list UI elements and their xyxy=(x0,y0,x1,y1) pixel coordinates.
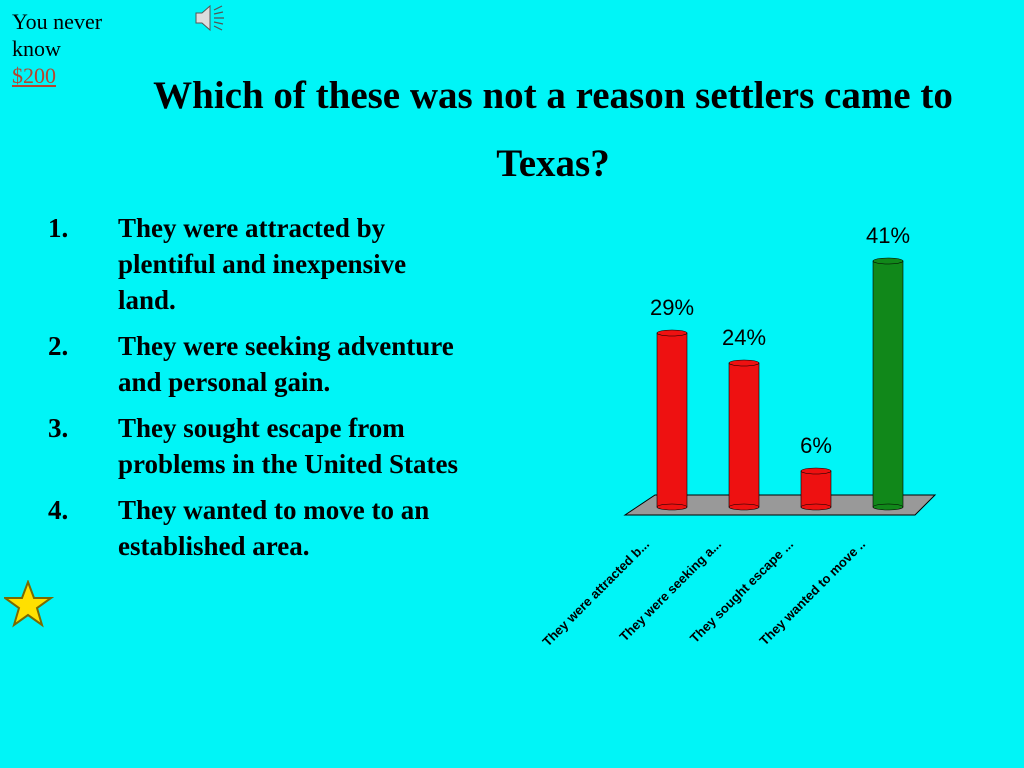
bar xyxy=(800,470,832,508)
value-label: 24% xyxy=(722,325,766,350)
answer-list: 1. They were attracted by plentiful and i… xyxy=(48,210,468,574)
answer-item: 3. They sought escape from problems in th… xyxy=(48,410,463,482)
item-number: 1. xyxy=(48,213,69,243)
bar xyxy=(872,260,904,508)
score-link[interactable]: $200 xyxy=(12,63,56,88)
answer-item: 1. They were attracted by plentiful and i… xyxy=(48,210,463,318)
item-text: They were seeking adventure and personal… xyxy=(118,331,454,397)
bar-base-cap xyxy=(728,503,760,511)
bar-base-cap xyxy=(800,503,832,511)
answer-item: 2. They were seeking adventure and person… xyxy=(48,328,463,400)
item-number: 2. xyxy=(48,331,69,361)
item-text: They sought escape from problems in the … xyxy=(118,413,459,479)
bar-top-cap xyxy=(800,467,832,475)
star-icon xyxy=(4,580,54,628)
item-number: 3. xyxy=(48,413,69,443)
corner-note: You never know $200 xyxy=(12,8,142,89)
value-label: 6% xyxy=(800,433,832,458)
value-label: 41% xyxy=(866,223,910,248)
bar xyxy=(656,332,688,508)
item-text: They were attracted by plentiful and ine… xyxy=(118,213,407,315)
corner-text: You never know xyxy=(12,9,103,61)
bar-base-cap xyxy=(656,503,688,511)
slide-title: Which of these was not a reason settlers… xyxy=(153,74,953,185)
bar-top-cap xyxy=(872,257,904,265)
value-label: 29% xyxy=(650,295,694,320)
chart-floor xyxy=(623,494,937,516)
bar-top-cap xyxy=(728,359,760,367)
item-number: 4. xyxy=(48,495,69,525)
bar-base-cap xyxy=(872,503,904,511)
answer-item: 4. They wanted to move to an established … xyxy=(48,492,463,564)
bar-top-cap xyxy=(656,329,688,337)
item-text: They wanted to move to an established ar… xyxy=(118,495,430,561)
bar xyxy=(728,362,760,508)
speaker-icon xyxy=(195,4,224,32)
